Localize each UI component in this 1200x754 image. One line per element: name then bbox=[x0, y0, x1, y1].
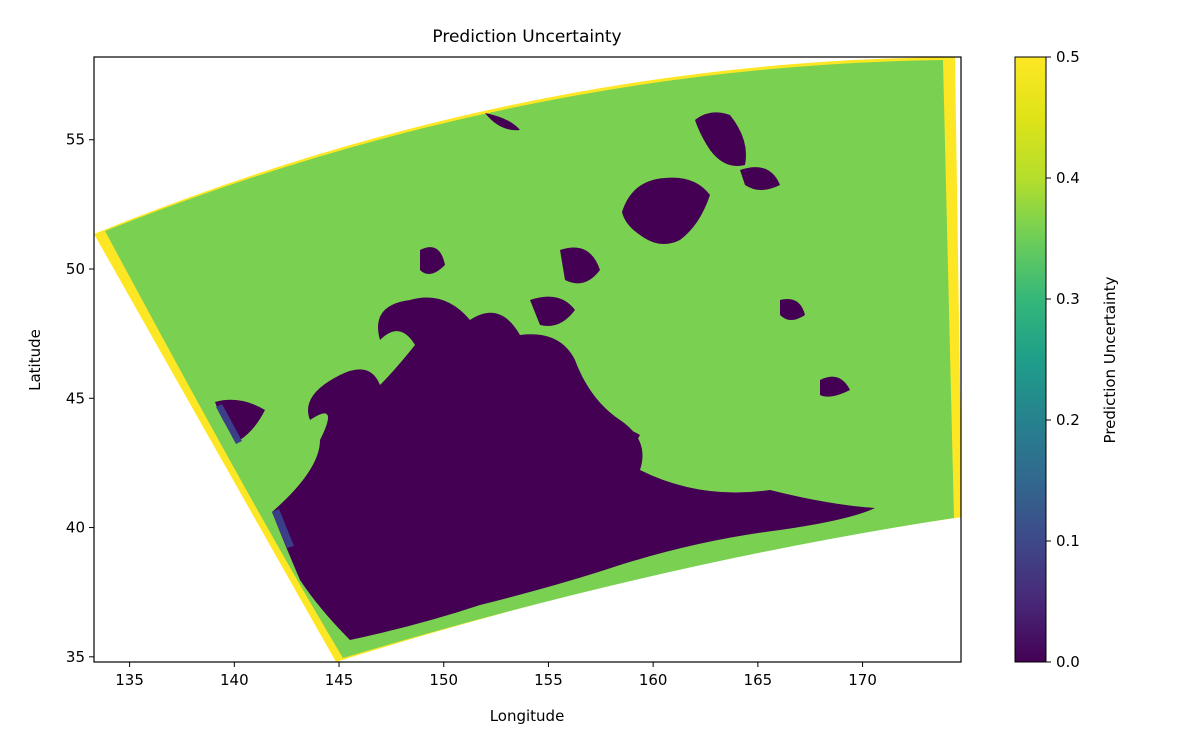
x-tick-label: 145 bbox=[325, 671, 354, 689]
x-axis-label: Longitude bbox=[490, 707, 565, 725]
colorbar-label: Prediction Uncertainty bbox=[1101, 276, 1119, 443]
edge-strip-segment bbox=[216, 404, 242, 444]
y-tick-label: 50 bbox=[66, 260, 85, 278]
plot-frame bbox=[93, 56, 962, 663]
x-tick-label: 155 bbox=[534, 671, 563, 689]
x-tick-label: 150 bbox=[429, 671, 458, 689]
y-axis-label: Latitude bbox=[26, 329, 44, 391]
low-uncertainty-patches bbox=[215, 112, 875, 640]
colorbar-tick-label: 0.3 bbox=[1056, 290, 1080, 308]
colorbar-tick-label: 0.2 bbox=[1056, 411, 1080, 429]
y-axis-ticks: 35 40 45 50 55 bbox=[66, 131, 94, 666]
colorbar-tick-label: 0.1 bbox=[1056, 532, 1080, 550]
x-tick-label: 170 bbox=[848, 671, 877, 689]
edge-strip-segment bbox=[272, 509, 294, 548]
map-layer bbox=[94, 57, 961, 662]
colorbar-tick-label: 0.0 bbox=[1056, 653, 1080, 671]
colorbar-ticks: 0.0 0.1 0.2 0.3 0.4 0.5 bbox=[1046, 48, 1080, 671]
colorbar bbox=[1014, 56, 1047, 663]
x-tick-label: 160 bbox=[639, 671, 668, 689]
y-tick-label: 40 bbox=[66, 519, 85, 537]
x-tick-label: 135 bbox=[115, 671, 144, 689]
x-tick-label: 165 bbox=[744, 671, 773, 689]
x-tick-label: 140 bbox=[220, 671, 249, 689]
y-tick-label: 55 bbox=[66, 131, 85, 149]
chart-title: Prediction Uncertainty bbox=[432, 27, 621, 47]
colorbar-tick-label: 0.4 bbox=[1056, 169, 1080, 187]
y-tick-label: 45 bbox=[66, 389, 85, 407]
y-tick-label: 35 bbox=[66, 648, 85, 666]
x-axis-ticks: 135 140 145 150 155 160 165 170 bbox=[115, 662, 877, 689]
colorbar-tick-label: 0.5 bbox=[1056, 48, 1080, 66]
